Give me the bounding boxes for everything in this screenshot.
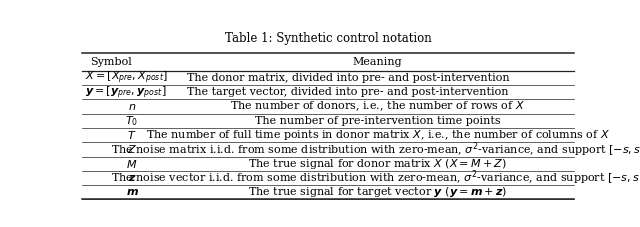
Text: Symbol: Symbol [90, 57, 132, 67]
Text: Meaning: Meaning [353, 57, 403, 67]
Text: The noise matrix i.i.d. from some distribution with zero-mean, $\sigma^2$-varian: The noise matrix i.i.d. from some distri… [111, 140, 640, 159]
Text: $\boldsymbol{y} = [\boldsymbol{y}_{pre}, \boldsymbol{y}_{post}]$: $\boldsymbol{y} = [\boldsymbol{y}_{pre},… [85, 84, 166, 101]
Text: $Z$: $Z$ [127, 143, 137, 155]
Text: $X = [X_{pre}, X_{post}]$: $X = [X_{pre}, X_{post}]$ [85, 70, 168, 86]
Text: The donor matrix, divided into pre- and post-intervention: The donor matrix, divided into pre- and … [187, 73, 509, 83]
Text: $\boldsymbol{m}$: $\boldsymbol{m}$ [125, 187, 138, 197]
Text: $T_0$: $T_0$ [125, 114, 139, 128]
Text: $\boldsymbol{z}$: $\boldsymbol{z}$ [128, 173, 136, 183]
Text: The number of full time points in donor matrix $X$, i.e., the number of columns : The number of full time points in donor … [146, 128, 609, 142]
Text: The true signal for donor matrix $X$ $(X = M + Z)$: The true signal for donor matrix $X$ $(X… [248, 157, 507, 171]
Text: The number of pre-intervention time points: The number of pre-intervention time poin… [255, 116, 500, 126]
Text: $M$: $M$ [127, 158, 138, 170]
Text: Table 1: Synthetic control notation: Table 1: Synthetic control notation [225, 32, 431, 45]
Text: $T$: $T$ [127, 129, 137, 141]
Text: $n$: $n$ [128, 102, 136, 112]
Text: The noise vector i.i.d. from some distribution with zero-mean, $\sigma^2$-varian: The noise vector i.i.d. from some distri… [111, 169, 640, 187]
Text: The number of donors, i.e., the number of rows of $X$: The number of donors, i.e., the number o… [230, 100, 525, 114]
Text: The true signal for target vector $\boldsymbol{y}$ $(\boldsymbol{y} = \boldsymbo: The true signal for target vector $\bold… [248, 185, 507, 199]
Text: The target vector, divided into pre- and post-intervention: The target vector, divided into pre- and… [187, 87, 508, 97]
